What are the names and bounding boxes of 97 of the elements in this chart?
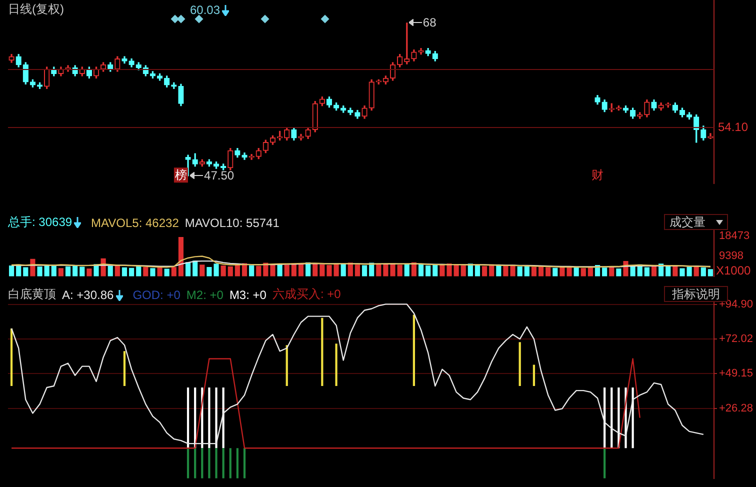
text: MAVOL5: 46232 bbox=[91, 216, 179, 230]
y-tick-label: 9398 bbox=[719, 250, 744, 262]
bar bbox=[376, 264, 382, 276]
bar bbox=[143, 266, 148, 276]
text: A: +30.86 bbox=[62, 288, 115, 302]
bar bbox=[220, 265, 226, 276]
bar bbox=[86, 268, 92, 276]
bar bbox=[546, 267, 551, 276]
bar bbox=[200, 264, 205, 276]
annotation: 指标说明 bbox=[672, 286, 720, 300]
text: M2: +0 bbox=[186, 288, 224, 302]
bar bbox=[446, 263, 452, 276]
bar bbox=[164, 268, 170, 276]
bar bbox=[354, 264, 360, 276]
bar bbox=[602, 268, 608, 276]
y-tick-label: 18473 bbox=[719, 230, 750, 242]
bar bbox=[270, 264, 276, 276]
bar bbox=[58, 268, 64, 276]
bar bbox=[51, 266, 56, 276]
bar bbox=[136, 266, 142, 276]
bar bbox=[397, 264, 402, 276]
y-tick-label: +72.02 bbox=[719, 333, 753, 346]
bar bbox=[194, 448, 196, 478]
bar bbox=[552, 268, 558, 276]
ref-line-label: 54.10 bbox=[718, 120, 748, 134]
bar bbox=[482, 266, 488, 276]
bar bbox=[171, 266, 176, 276]
text: 60.03 bbox=[190, 2, 222, 16]
y-tick-label: +94.90 bbox=[719, 298, 753, 310]
bar bbox=[150, 268, 156, 276]
y-axis-title: X1000 bbox=[716, 264, 752, 278]
bar bbox=[72, 265, 78, 276]
bar bbox=[236, 448, 239, 478]
bar bbox=[340, 264, 346, 276]
annotation: 财 bbox=[592, 168, 604, 182]
bar bbox=[215, 448, 218, 478]
bar bbox=[178, 236, 184, 276]
bar bbox=[362, 265, 368, 276]
bar bbox=[412, 314, 416, 386]
bar bbox=[517, 266, 522, 276]
bar bbox=[201, 448, 204, 478]
bar bbox=[228, 266, 233, 276]
bar bbox=[284, 264, 290, 276]
bar bbox=[320, 264, 325, 276]
bar bbox=[604, 448, 606, 478]
bar bbox=[123, 351, 126, 386]
bar bbox=[65, 266, 71, 276]
chart-title: 白底黄顶 bbox=[8, 286, 56, 303]
annotation: 榜 bbox=[174, 168, 187, 182]
bar bbox=[440, 265, 445, 276]
bar bbox=[186, 448, 190, 478]
bar bbox=[229, 448, 232, 478]
bar bbox=[321, 318, 324, 386]
bar bbox=[518, 342, 521, 386]
annotation: GOD: +0 bbox=[132, 288, 180, 302]
text: 总手: 30639 bbox=[8, 214, 74, 231]
annotation: 47.50 bbox=[204, 168, 234, 182]
annotation: 68 bbox=[422, 15, 437, 30]
chart-title: 日线(复权) bbox=[8, 1, 64, 18]
bar bbox=[460, 265, 466, 276]
bar bbox=[580, 268, 586, 276]
bar bbox=[157, 266, 162, 276]
text: M3: +0 bbox=[229, 288, 266, 302]
bar bbox=[37, 266, 42, 276]
text: 六成买入: +0 bbox=[272, 286, 341, 303]
bar bbox=[426, 265, 431, 276]
annotation: 成交量 bbox=[670, 214, 706, 230]
bar bbox=[108, 266, 113, 276]
y-tick-label: +26.28 bbox=[719, 402, 753, 414]
bar bbox=[208, 448, 210, 478]
bar bbox=[418, 264, 424, 276]
bar bbox=[256, 266, 262, 276]
bar bbox=[335, 344, 338, 386]
bar bbox=[8, 265, 14, 276]
bar bbox=[249, 265, 254, 276]
bar bbox=[186, 388, 190, 448]
text: MAVOL10: 55741 bbox=[184, 216, 280, 230]
bar bbox=[286, 345, 288, 386]
bar bbox=[23, 267, 28, 276]
bar bbox=[616, 268, 622, 276]
bar bbox=[129, 268, 134, 276]
bar bbox=[222, 448, 224, 478]
bar bbox=[208, 388, 210, 448]
bar bbox=[432, 264, 438, 276]
bar bbox=[708, 269, 714, 276]
bar bbox=[80, 266, 85, 276]
bar bbox=[666, 266, 671, 276]
bar bbox=[644, 267, 650, 276]
y-tick-label: +49.15 bbox=[719, 368, 753, 380]
bar bbox=[10, 328, 13, 386]
bar bbox=[610, 388, 613, 448]
bar bbox=[531, 266, 537, 276]
bar bbox=[215, 388, 218, 448]
bar bbox=[243, 448, 246, 478]
bar bbox=[122, 267, 128, 276]
bar bbox=[700, 267, 706, 276]
bar bbox=[532, 364, 536, 386]
